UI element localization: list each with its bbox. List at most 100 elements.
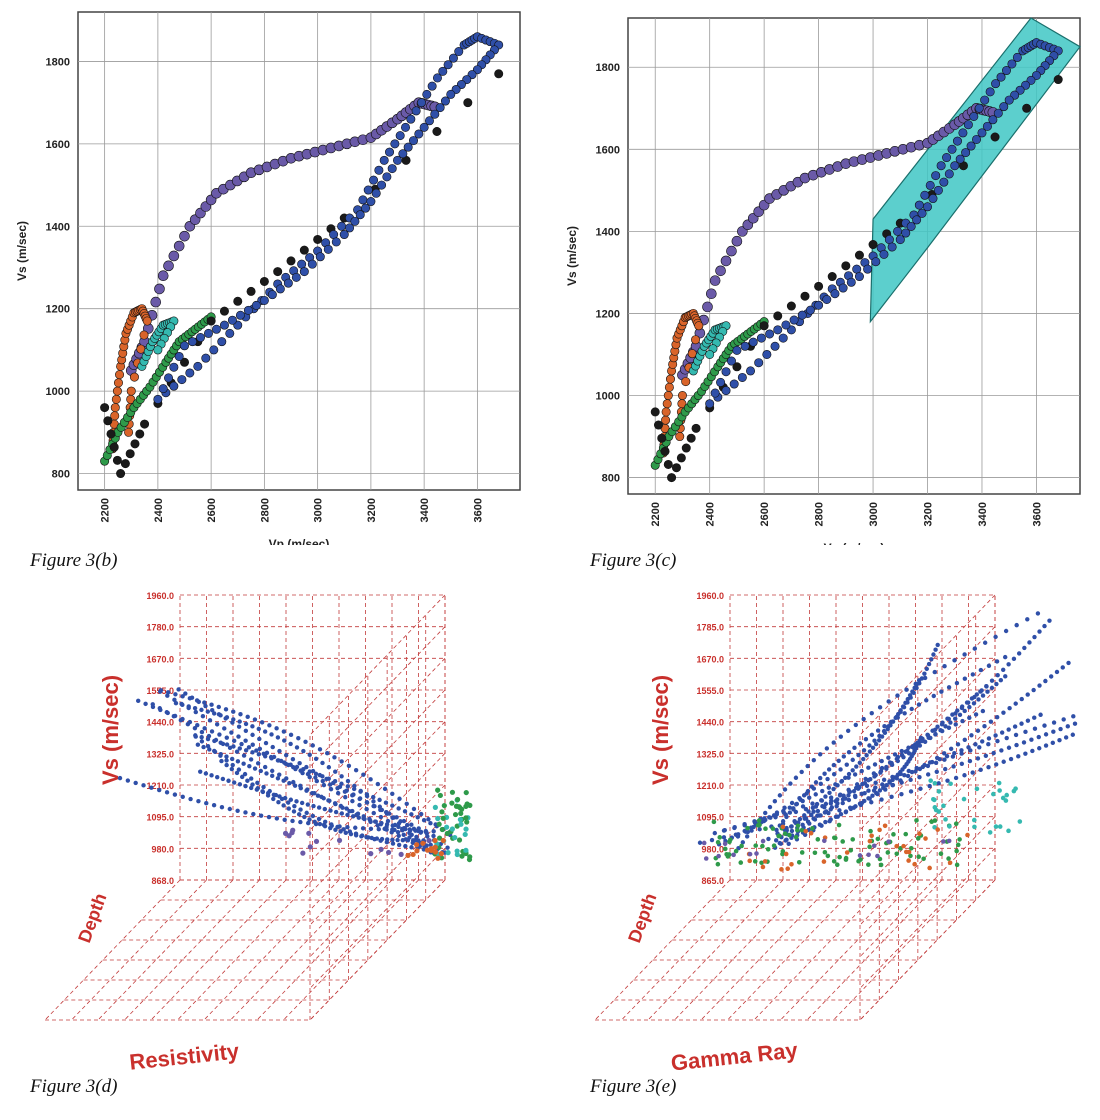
- data-point: [780, 824, 786, 830]
- data-point: [720, 255, 732, 267]
- data-point: [328, 825, 333, 831]
- data-point: [662, 399, 672, 409]
- data-point: [797, 816, 803, 822]
- data-point: [935, 827, 941, 832]
- data-point: [933, 647, 938, 652]
- data-point: [371, 799, 376, 804]
- data-point: [765, 329, 775, 339]
- data-point: [192, 725, 198, 731]
- data-point: [918, 786, 923, 791]
- data-point: [305, 787, 310, 792]
- data-point: [275, 735, 281, 740]
- figure-3c-caption: Figure 3(c): [590, 550, 677, 571]
- figure-3e-chart: 1960.0 1785.0 1670.0 1555.0 1440.0 1325.0 1210…: [594, 591, 1078, 1070]
- data-point: [778, 841, 783, 846]
- data-point: [219, 306, 229, 316]
- data-point: [912, 861, 917, 867]
- data-point: [456, 837, 463, 843]
- data-point: [780, 851, 785, 857]
- data-point: [802, 814, 807, 820]
- data-point: [948, 781, 953, 787]
- data-point: [871, 771, 877, 776]
- data-point: [364, 800, 370, 805]
- data-point: [169, 362, 179, 372]
- data-point: [983, 753, 989, 758]
- data-point: [416, 98, 426, 108]
- data-point: [905, 700, 910, 705]
- data-point: [810, 805, 816, 810]
- vs-tick-label: 1670.0: [696, 654, 724, 664]
- data-point: [932, 669, 937, 675]
- data-point: [1032, 715, 1037, 720]
- data-point: [872, 762, 878, 767]
- data-point: [732, 345, 742, 355]
- data-point: [428, 845, 434, 852]
- data-point: [180, 694, 185, 699]
- data-point: [335, 790, 341, 796]
- data-point: [866, 862, 871, 867]
- data-point: [235, 808, 240, 813]
- data-point: [715, 265, 726, 277]
- data-point: [994, 681, 999, 687]
- data-point: [814, 801, 820, 807]
- data-point: [818, 781, 823, 787]
- data-point: [999, 748, 1004, 753]
- grid-line-3d: [230, 879, 366, 1021]
- x-tick-label: 2600: [759, 502, 771, 526]
- y-tick-label: 1000: [596, 391, 620, 403]
- data-point: [946, 716, 951, 722]
- data-point: [997, 788, 1002, 793]
- data-point: [387, 811, 392, 816]
- data-point: [1019, 721, 1024, 726]
- data-point: [899, 791, 904, 797]
- data-point: [441, 802, 447, 809]
- data-point: [363, 185, 373, 195]
- data-point: [848, 806, 854, 812]
- data-point: [135, 429, 145, 439]
- data-point: [1022, 103, 1032, 113]
- data-point: [376, 826, 381, 832]
- data-point: [254, 748, 259, 753]
- data-point: [936, 789, 942, 794]
- data-point: [452, 811, 459, 818]
- data-point: [336, 837, 343, 844]
- data-point: [811, 786, 817, 791]
- data-point: [894, 851, 900, 857]
- data-point: [286, 256, 296, 266]
- data-point: [266, 814, 272, 820]
- data-point: [767, 815, 772, 820]
- data-point: [432, 844, 438, 850]
- grid-line-3d: [309, 594, 446, 736]
- data-point: [833, 814, 839, 819]
- data-point: [237, 719, 242, 724]
- data-point: [444, 824, 450, 830]
- data-point: [838, 283, 848, 293]
- data-point: [410, 840, 415, 845]
- data-point: [822, 838, 827, 844]
- data-point: [781, 810, 787, 815]
- figure-3c-panel: 2200 2400 2600 2800 3000 3200 3400 3600 800 1000 1…: [550, 0, 1100, 545]
- data-point: [445, 845, 450, 850]
- data-point: [271, 792, 277, 797]
- data-point: [255, 761, 261, 766]
- data-point: [440, 96, 450, 106]
- data-point: [863, 264, 873, 274]
- data-point: [982, 121, 992, 131]
- data-point: [364, 806, 369, 812]
- data-point: [327, 782, 333, 787]
- data-point: [358, 788, 363, 794]
- data-point: [341, 827, 346, 832]
- data-point: [773, 325, 783, 335]
- data-point: [913, 769, 918, 774]
- data-point: [908, 789, 914, 794]
- data-point: [939, 689, 944, 694]
- data-point: [339, 811, 345, 816]
- data-point: [103, 416, 113, 426]
- data-point: [195, 742, 201, 747]
- data-point: [891, 832, 896, 837]
- data-point: [832, 835, 837, 841]
- data-point: [219, 804, 225, 810]
- data-point: [1016, 754, 1021, 759]
- data-point: [923, 202, 933, 212]
- vs-tick-label: 1325.0: [146, 749, 174, 759]
